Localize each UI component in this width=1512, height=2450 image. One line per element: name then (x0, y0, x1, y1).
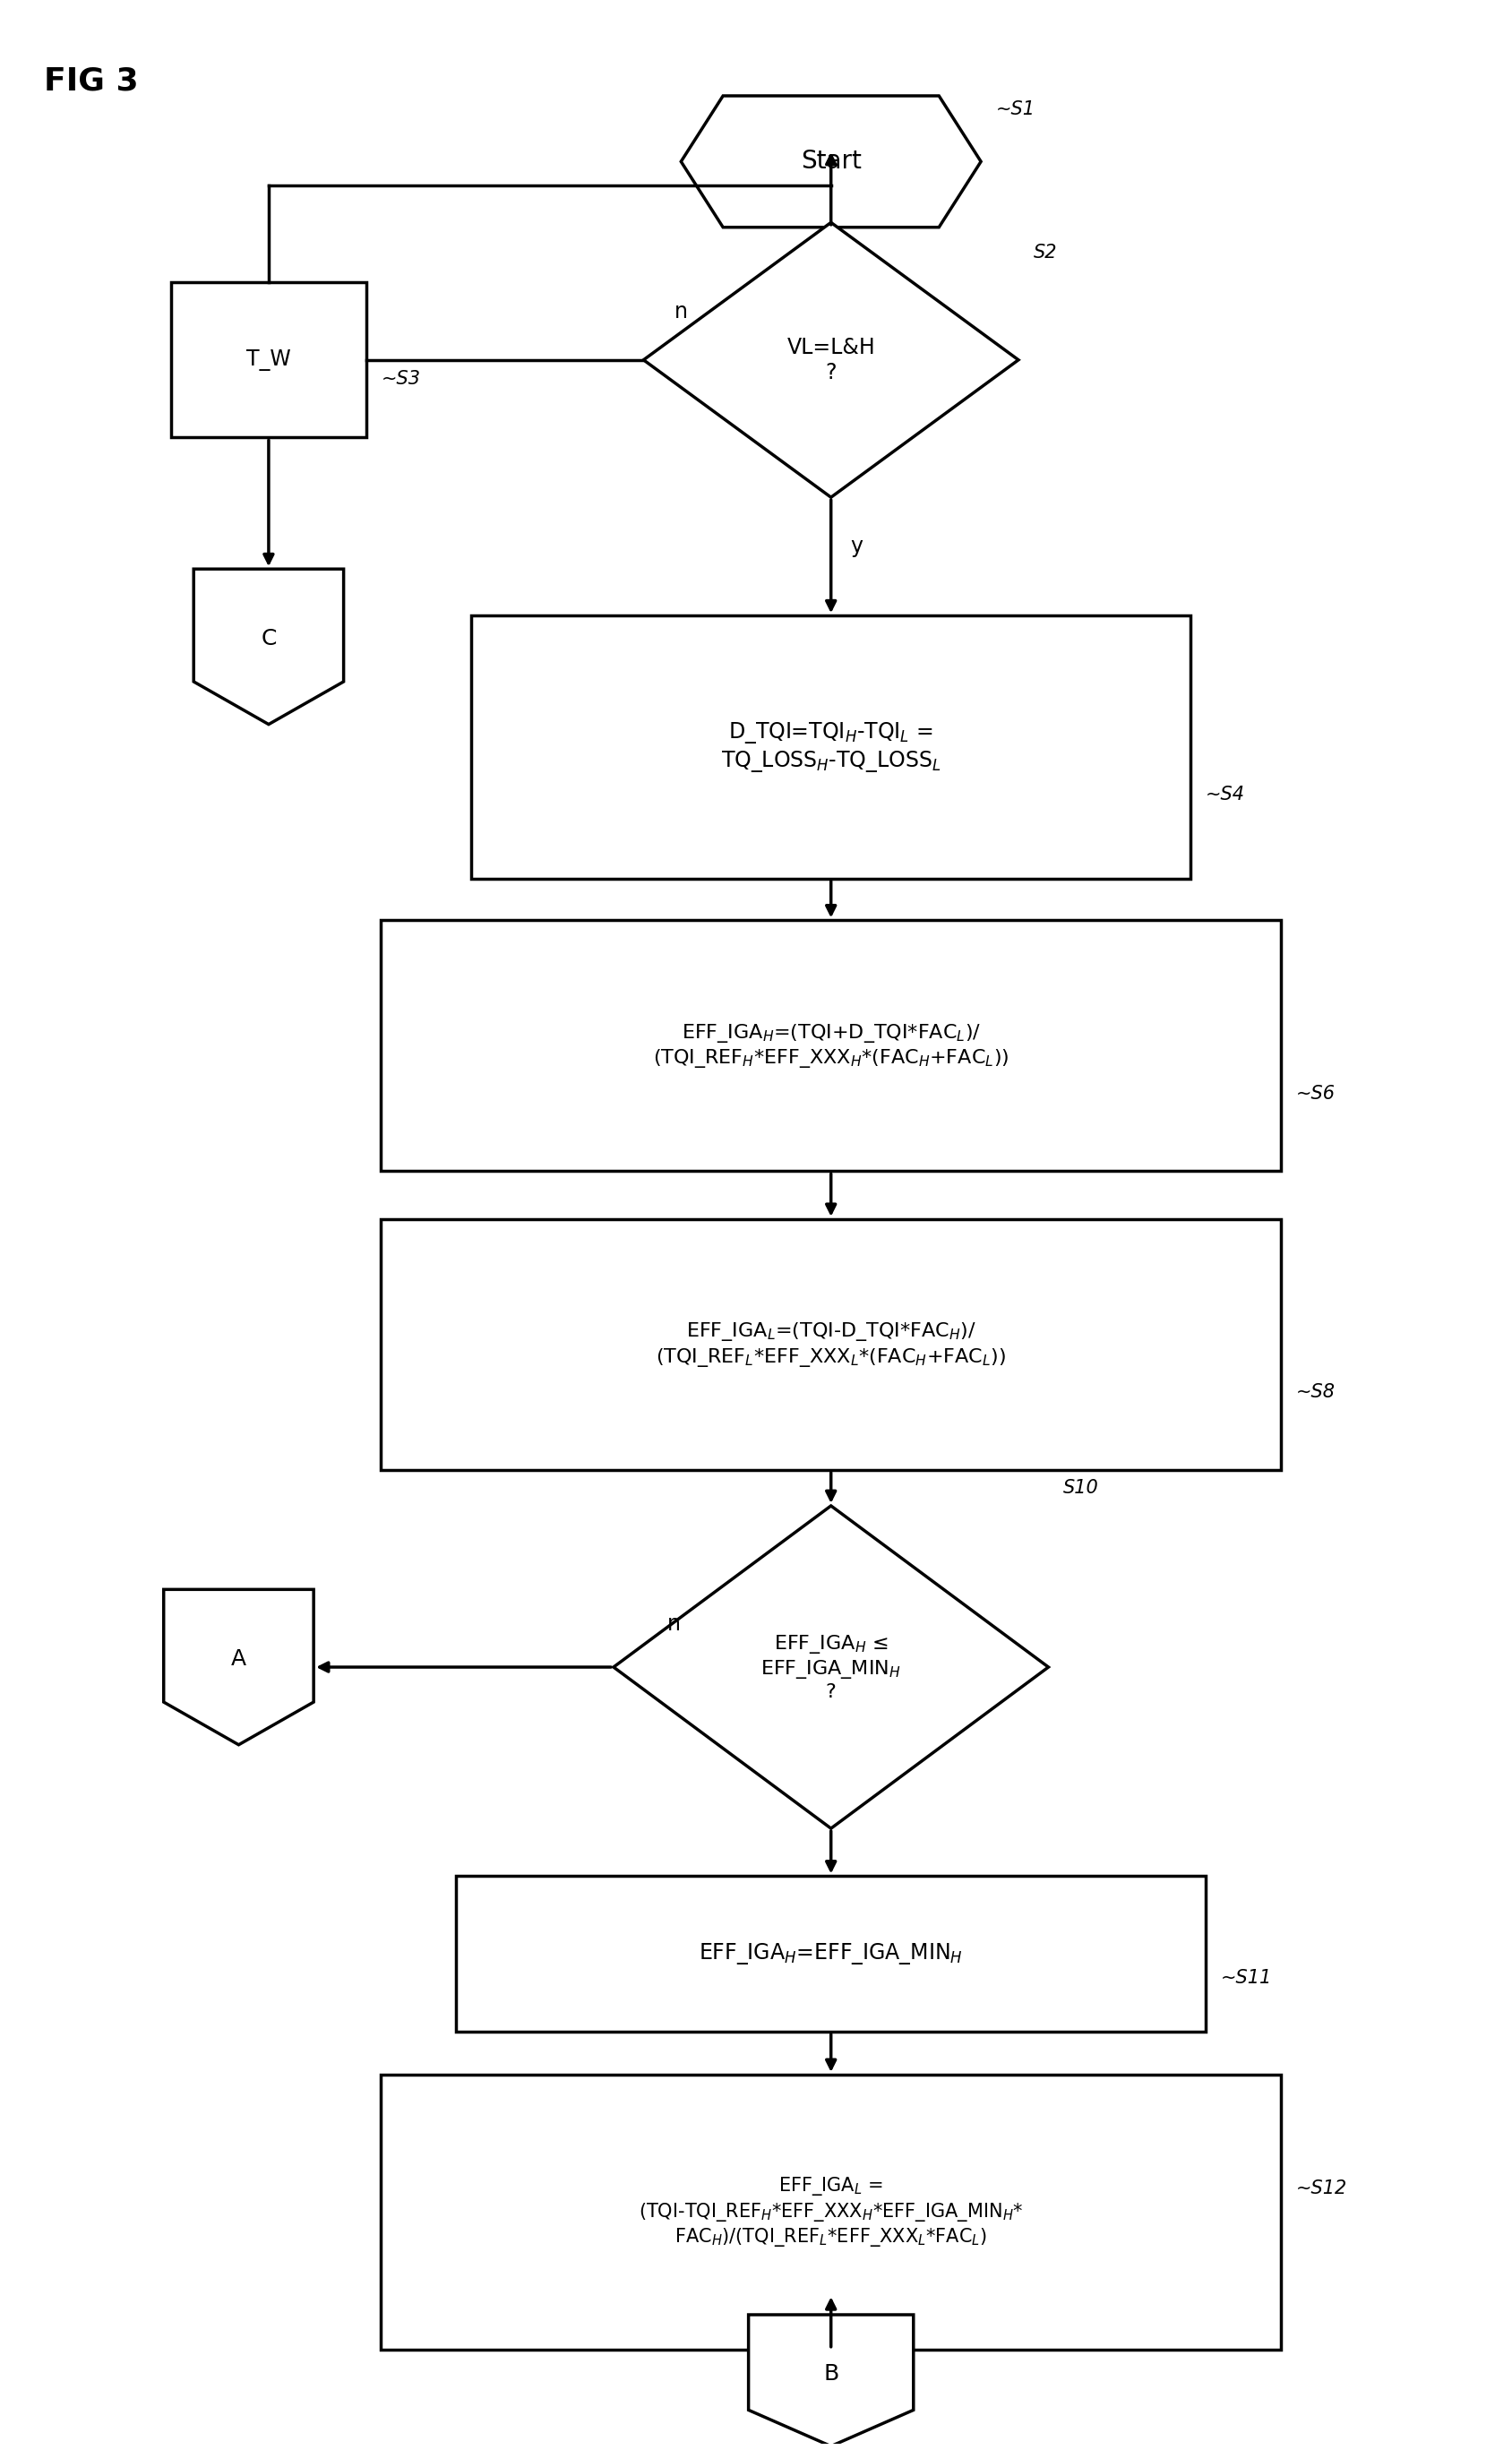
Text: ~S4: ~S4 (1207, 786, 1246, 804)
Text: B: B (823, 2364, 839, 2384)
Text: ~S6: ~S6 (1296, 1085, 1335, 1102)
Text: D_TQI=TQI$_H$-TQI$_L$ =
TQ_LOSS$_H$-TQ_LOSS$_L$: D_TQI=TQI$_H$-TQI$_L$ = TQ_LOSS$_H$-TQ_L… (721, 720, 940, 774)
Polygon shape (194, 568, 343, 725)
Polygon shape (748, 2315, 913, 2445)
Text: VL=L&H
?: VL=L&H ? (786, 336, 875, 382)
Text: FIG 3: FIG 3 (44, 66, 138, 96)
Text: ~S12: ~S12 (1296, 2178, 1347, 2198)
Polygon shape (163, 1590, 313, 1744)
Text: C: C (262, 627, 277, 649)
FancyBboxPatch shape (472, 615, 1191, 880)
Text: n: n (674, 301, 688, 323)
FancyBboxPatch shape (381, 2075, 1281, 2350)
Text: ~S11: ~S11 (1220, 1970, 1272, 1987)
Polygon shape (644, 223, 1019, 497)
Polygon shape (614, 1507, 1048, 1828)
Text: EFF_IGA$_H$=EFF_IGA_MIN$_H$: EFF_IGA$_H$=EFF_IGA_MIN$_H$ (699, 1940, 963, 1967)
FancyBboxPatch shape (171, 282, 366, 439)
Text: S10: S10 (1063, 1480, 1099, 1497)
FancyBboxPatch shape (381, 921, 1281, 1171)
Text: T_W: T_W (246, 350, 290, 370)
Text: ~S8: ~S8 (1296, 1384, 1335, 1401)
FancyBboxPatch shape (381, 1220, 1281, 1470)
Text: ~S1: ~S1 (996, 100, 1036, 118)
Text: EFF_IGA$_H$=(TQI+D_TQI*FAC$_L$)/
(TQI_REF$_H$*EFF_XXX$_H$*(FAC$_H$+FAC$_L$)): EFF_IGA$_H$=(TQI+D_TQI*FAC$_L$)/ (TQI_RE… (653, 1022, 1009, 1071)
Text: A: A (231, 1649, 246, 1671)
Text: n: n (667, 1615, 680, 1634)
Polygon shape (680, 96, 981, 228)
Text: ~S3: ~S3 (381, 370, 420, 387)
Text: EFF_IGA$_H$ ≤
EFF_IGA_MIN$_H$
?: EFF_IGA$_H$ ≤ EFF_IGA_MIN$_H$ ? (761, 1632, 901, 1700)
Text: y: y (850, 537, 863, 556)
Text: S2: S2 (1033, 243, 1057, 262)
FancyBboxPatch shape (457, 1877, 1207, 2031)
Text: EFF_IGA$_L$=(TQI-D_TQI*FAC$_H$)/
(TQI_REF$_L$*EFF_XXX$_L$*(FAC$_H$+FAC$_L$)): EFF_IGA$_L$=(TQI-D_TQI*FAC$_H$)/ (TQI_RE… (656, 1321, 1007, 1370)
Text: EFF_IGA$_L$ =
(TQI-TQI_REF$_H$*EFF_XXX$_H$*EFF_IGA_MIN$_H$*
FAC$_H$)/(TQI_REF$_L: EFF_IGA$_L$ = (TQI-TQI_REF$_H$*EFF_XXX$_… (638, 2176, 1024, 2249)
Text: Start: Start (800, 149, 862, 174)
Text: y: y (850, 1884, 863, 1906)
